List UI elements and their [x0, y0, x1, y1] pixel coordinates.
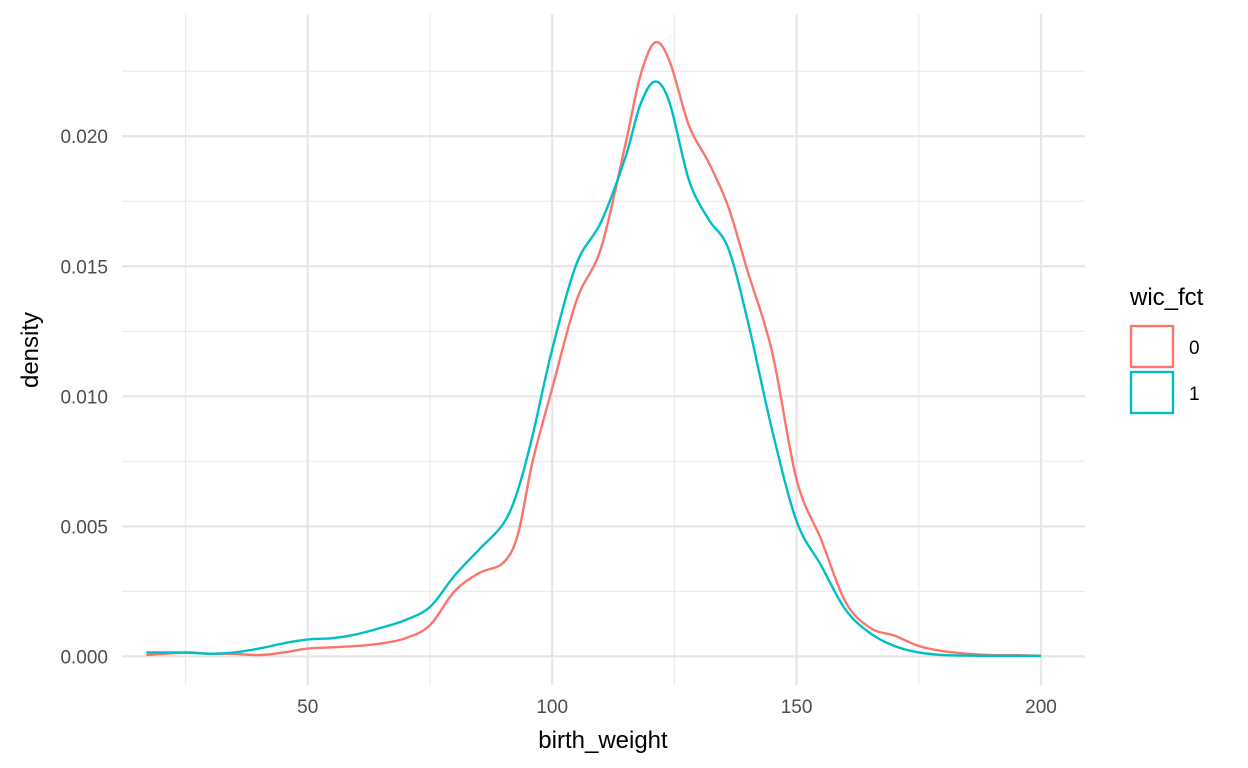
minor-gridlines	[122, 14, 1085, 685]
x-axis-ticks: 50 100 150 200	[297, 697, 1057, 718]
legend-key-1	[1129, 370, 1175, 415]
y-tick-label: 0.000	[60, 647, 108, 668]
major-gridlines	[122, 14, 1085, 685]
legend: wic_fct 01	[1129, 284, 1204, 415]
density-line-0	[146, 40, 1042, 658]
legend-label-0: 0	[1189, 338, 1200, 359]
legend-label-1: 1	[1189, 384, 1200, 405]
x-tick-label: 150	[781, 697, 813, 718]
legend-key-0	[1129, 324, 1175, 369]
density-curves	[146, 40, 1042, 658]
legend-title: wic_fct	[1129, 284, 1204, 311]
x-axis-title: birth_weight	[538, 727, 668, 754]
y-tick-label: 0.005	[60, 517, 108, 538]
x-tick-label: 50	[297, 697, 318, 718]
x-tick-label: 200	[1025, 697, 1057, 718]
x-tick-label: 100	[536, 697, 568, 718]
y-axis-title: density	[17, 312, 44, 388]
density-line-1	[146, 80, 1042, 658]
y-axis-ticks: 0.000 0.005 0.010 0.015 0.020	[60, 127, 108, 668]
y-tick-label: 0.020	[60, 127, 108, 148]
legend-items: 01	[1129, 324, 1200, 415]
y-tick-label: 0.015	[60, 257, 108, 278]
y-tick-label: 0.010	[60, 387, 108, 408]
